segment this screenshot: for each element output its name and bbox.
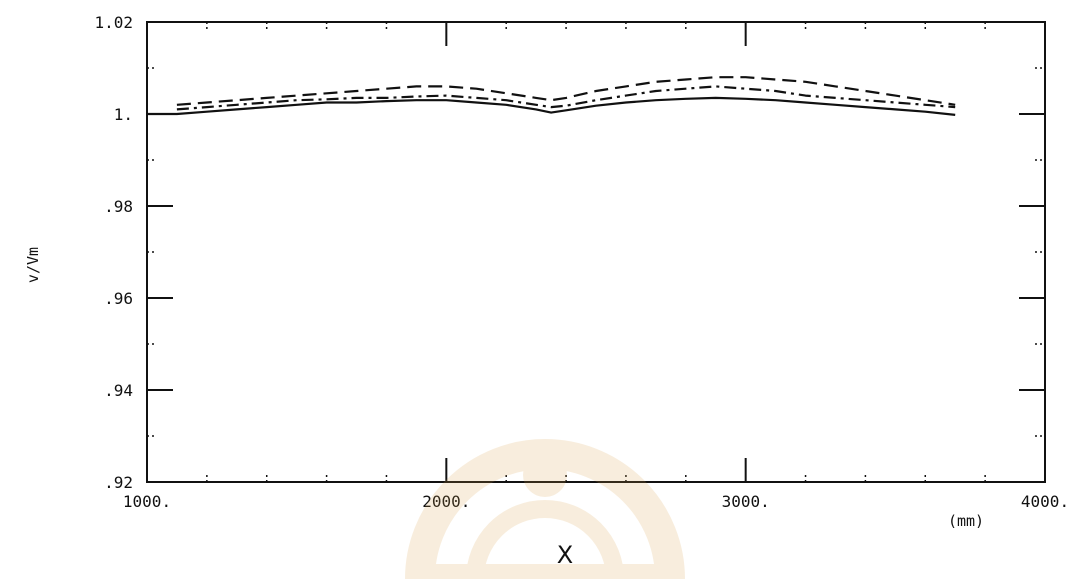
y-tick-label: .98 bbox=[104, 197, 133, 216]
minor-ticks bbox=[147, 22, 1045, 482]
y-tick-label: 1.02 bbox=[94, 13, 133, 32]
y-tick-label: .96 bbox=[104, 289, 133, 308]
series-line-dashed bbox=[176, 76, 956, 106]
x-tick-labels: 1000. 2000. 3000. 4000. bbox=[123, 492, 1069, 511]
y-tick-label: .94 bbox=[104, 381, 133, 400]
y-tick-label: .92 bbox=[104, 473, 133, 492]
y-tick-label: 1. bbox=[114, 105, 133, 124]
y-axis-title: v/Vm bbox=[24, 247, 42, 283]
x-tick-label: 4000. bbox=[1021, 492, 1069, 511]
series-line-dash-dot bbox=[176, 85, 956, 111]
x-tick-label: 2000. bbox=[422, 492, 470, 511]
major-ticks bbox=[146, 21, 1046, 483]
x-axis-title: X bbox=[557, 541, 573, 569]
x-axis-unit: (mm) bbox=[948, 512, 984, 530]
series-line-solid bbox=[147, 96, 956, 116]
series-lines bbox=[147, 76, 956, 116]
x-tick-label: 1000. bbox=[123, 492, 171, 511]
x-tick-label: 3000. bbox=[722, 492, 770, 511]
y-tick-labels: .92 .94 .96 .98 1. 1.02 bbox=[94, 13, 133, 492]
